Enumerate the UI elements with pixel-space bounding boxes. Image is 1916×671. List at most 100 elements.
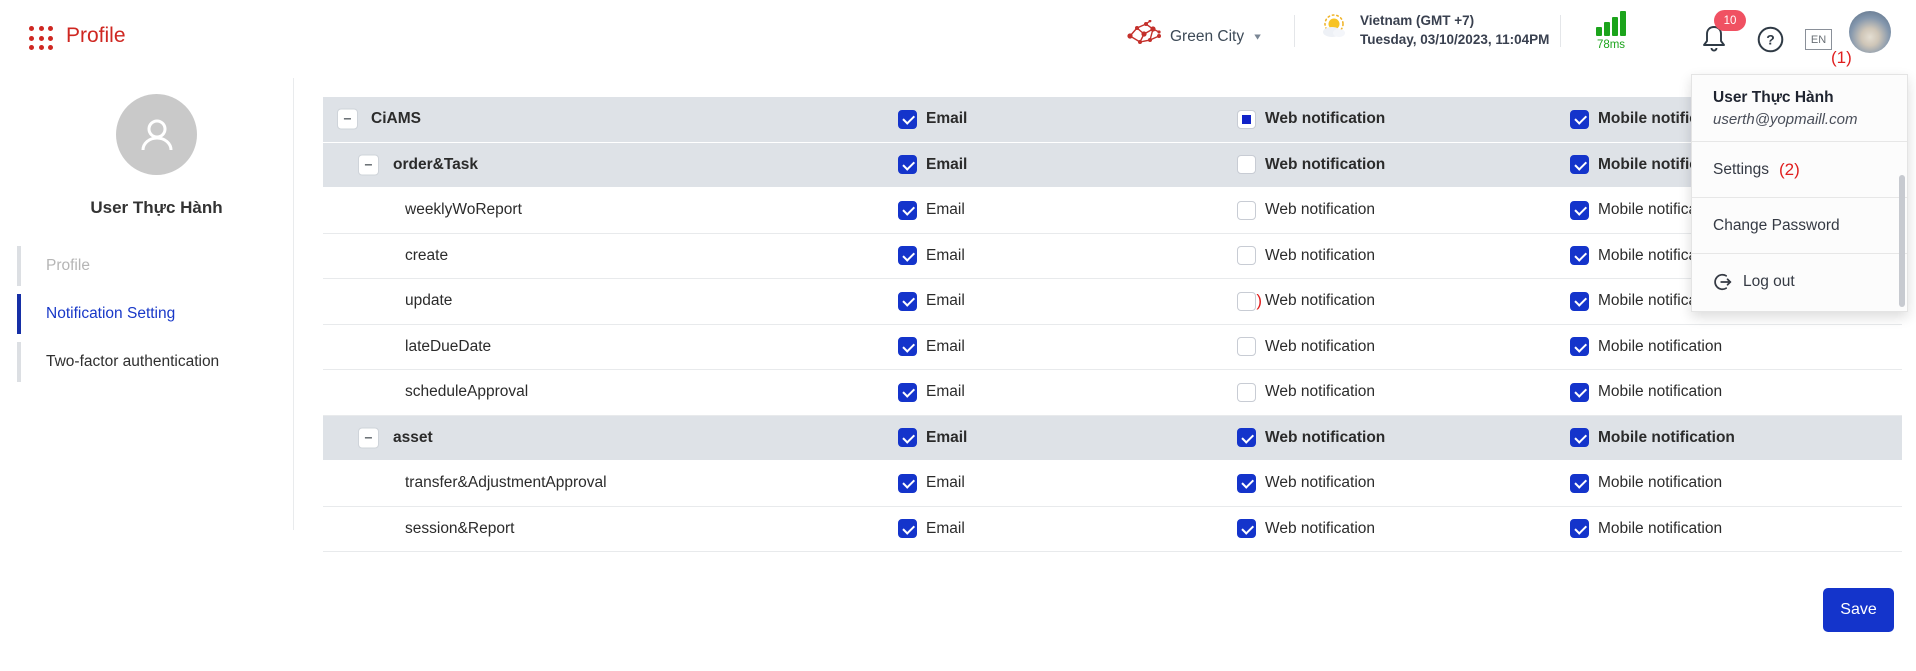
web-checkbox[interactable] [1237,473,1256,493]
sidebar-item-notification-setting[interactable]: Notification Setting [17,294,277,334]
email-checkbox[interactable] [898,109,917,129]
mobile-checkbox[interactable] [1570,473,1589,493]
menu-item-settings[interactable]: Settings (2) [1692,142,1907,197]
row-label: session&Report [405,519,515,537]
notification-count-badge: 10 [1714,10,1746,31]
web-cell: Web notification [1237,507,1375,552]
email-cell: Email [898,507,965,552]
table-row: lateDueDate Email Web notification Mobile n… [323,324,1902,370]
sidebar-item-two-factor[interactable]: Two-factor authentication [17,342,277,382]
header-divider [1294,15,1295,47]
collapse-button[interactable]: − [337,108,358,130]
web-checkbox[interactable] [1237,109,1256,129]
email-checkbox[interactable] [898,155,917,175]
latency-indicator: 78ms [1587,10,1635,51]
web-checkbox[interactable] [1237,155,1256,175]
mobile-checkbox[interactable] [1570,155,1589,175]
email-cell: Email [898,461,965,506]
table-row: transfer&AdjustmentApproval Email Web noti… [323,461,1902,507]
email-checkbox[interactable] [898,337,917,357]
mobile-cell: Mobile notification [1570,416,1735,461]
checkbox-label: Email [926,155,968,173]
checkbox-label: Web notification [1265,383,1375,401]
email-cell: Email [898,143,967,188]
web-cell: Web notification [1237,234,1375,279]
row-label: update [405,292,453,310]
header-divider [1560,15,1561,47]
mobile-checkbox[interactable] [1570,291,1589,311]
web-checkbox[interactable] [1237,246,1256,266]
sidebar-item-label: Profile [46,257,90,274]
email-cell: Email [898,234,965,279]
checkbox-label: Web notification [1265,428,1386,446]
table-row: create Email Web notification Mobile notifi… [323,233,1902,279]
help-button[interactable]: ? [1757,26,1784,58]
web-checkbox[interactable] [1237,291,1256,311]
latency-value: 78ms [1596,39,1626,51]
site-selector[interactable]: Green City ▼ [1126,19,1263,53]
email-checkbox[interactable] [898,200,917,220]
web-checkbox[interactable] [1237,428,1256,448]
web-checkbox[interactable] [1237,337,1256,357]
mobile-checkbox[interactable] [1570,246,1589,266]
web-checkbox[interactable] [1237,200,1256,220]
locale-info: Vietnam (GMT +7) Tuesday, 03/10/2023, 11… [1318,11,1549,49]
checkbox-label: Email [926,110,968,128]
checkbox-label: Mobile notification [1598,519,1723,537]
email-cell: Email [898,325,965,370]
web-cell: Web notification [1237,325,1375,370]
email-checkbox[interactable] [898,519,917,539]
mobile-checkbox[interactable] [1570,519,1589,539]
checkbox-label: Web notification [1265,292,1375,310]
collapse-button[interactable]: − [358,427,379,449]
language-button[interactable]: EN [1805,29,1832,50]
checkbox-label: Mobile notification [1598,428,1735,446]
sidebar-item-profile[interactable]: Profile [17,246,277,286]
menu-item-change-password[interactable]: Change Password [1692,198,1907,253]
table-row: − order&Task Email Web notification Mobile n… [323,142,1902,188]
checkbox-label: Email [926,474,965,492]
mobile-checkbox[interactable] [1570,200,1589,220]
save-button[interactable]: Save [1823,588,1894,632]
profile-avatar-placeholder [116,94,197,175]
menu-divider [1692,197,1907,198]
web-checkbox[interactable] [1237,519,1256,539]
notifications-button[interactable]: 10 [1700,10,1746,56]
email-checkbox[interactable] [898,428,917,448]
email-checkbox[interactable] [898,382,917,402]
checkbox-label: Web notification [1265,246,1375,264]
collapse-button[interactable]: − [358,154,379,176]
logout-label: Log out [1743,272,1795,290]
email-cell: Email [898,188,965,233]
menu-item-log-out[interactable]: Log out [1692,254,1907,309]
checkbox-label: Web notification [1265,474,1375,492]
person-icon [141,119,172,150]
sidebar-divider [293,78,294,530]
checkbox-label: Web notification [1265,110,1386,128]
email-cell: Email [898,370,965,415]
email-checkbox[interactable] [898,246,917,266]
checkbox-label: Email [926,383,965,401]
web-cell: (3)Web notification [1237,279,1375,324]
web-checkbox[interactable] [1237,382,1256,402]
mobile-checkbox[interactable] [1570,382,1589,402]
sidebar-item-label: Notification Setting [46,305,176,322]
menu-scrollbar[interactable] [1899,175,1905,307]
mobile-checkbox[interactable] [1570,109,1589,129]
chevron-down-icon: ▼ [1252,31,1263,42]
email-checkbox[interactable] [898,291,917,311]
apps-grid-icon[interactable] [29,26,55,52]
menu-divider [1692,141,1907,142]
checkbox-label: Web notification [1265,337,1375,355]
web-cell: Web notification [1237,97,1385,142]
checkbox-label: Web notification [1265,155,1386,173]
mobile-checkbox[interactable] [1570,337,1589,357]
mobile-cell: Mobile notification [1570,507,1722,552]
timezone-label: Vietnam (GMT +7) [1360,13,1475,28]
email-checkbox[interactable] [898,473,917,493]
user-avatar[interactable] [1849,11,1891,53]
mobile-checkbox[interactable] [1570,428,1589,448]
web-cell: Web notification [1237,461,1375,506]
row-label: asset [393,428,433,446]
